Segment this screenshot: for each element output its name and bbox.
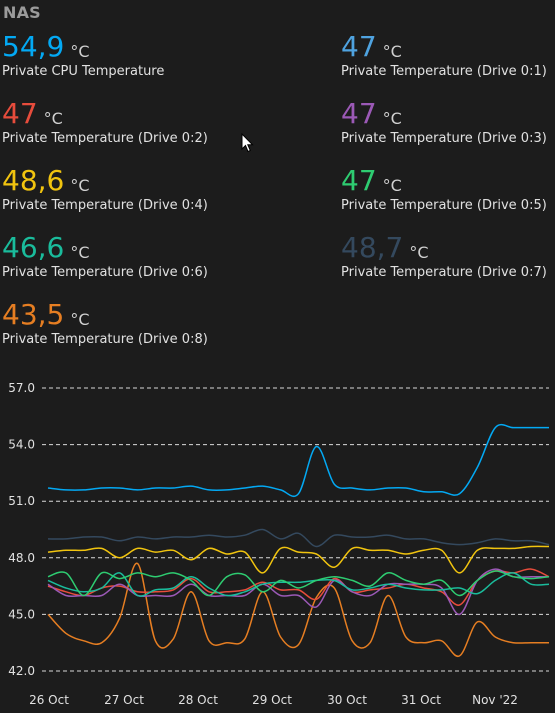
card-title: NAS: [3, 3, 41, 22]
sensor-value-line: 43,5 °C: [2, 296, 262, 330]
y-tick-label: 57.0: [8, 381, 35, 395]
sensor-value-line: 47 °C: [341, 95, 555, 129]
sensor-value: 48,7: [341, 231, 404, 264]
sensor-name: Private Temperature (Drive 0:5): [341, 198, 547, 213]
sensor-entity[interactable]: 43,5 °C Private Temperature (Drive 0:8): [2, 296, 262, 348]
sensor-entity[interactable]: 47 °C Private Temperature (Drive 0:2): [2, 95, 262, 147]
series-line[interactable]: [47, 562, 549, 658]
x-tick-label: 28 Oct: [178, 693, 218, 707]
sensor-value: 47: [341, 30, 377, 63]
series-line[interactable]: [47, 528, 550, 548]
sensor-name: Private Temperature (Drive 0:4): [2, 198, 208, 213]
sensor-entity[interactable]: 47 °C Private Temperature (Drive 0:1): [341, 28, 555, 80]
y-tick-label: 45.0: [8, 607, 35, 621]
sensor-unit: °C: [382, 109, 402, 128]
x-tick-label: Nov '22: [472, 693, 518, 707]
sensor-value-line: 46,6 °C: [2, 229, 262, 263]
sensor-value-line: 48,6 °C: [2, 162, 262, 196]
series-line[interactable]: [47, 572, 550, 597]
x-tick-label: 31 Oct: [401, 693, 441, 707]
sensor-value-line: 47 °C: [341, 28, 555, 62]
sensor-value-line: 54,9 °C: [2, 28, 262, 62]
sensor-unit: °C: [70, 310, 90, 329]
x-tick-label: 29 Oct: [252, 693, 292, 707]
series-line[interactable]: [47, 423, 549, 498]
x-tick-label: 27 Oct: [104, 693, 144, 707]
sensor-unit: °C: [382, 176, 402, 195]
sensor-unit: °C: [43, 109, 63, 128]
sensor-entity[interactable]: 48,6 °C Private Temperature (Drive 0:4): [2, 162, 262, 214]
sensor-name: Private CPU Temperature: [2, 64, 165, 79]
sensor-value: 47: [341, 164, 377, 197]
sensor-value: 47: [2, 97, 38, 130]
y-tick-label: 42.0: [8, 664, 35, 678]
sensor-unit: °C: [382, 42, 402, 61]
y-tick-label: 54.0: [8, 438, 35, 452]
sensor-name: Private Temperature (Drive 0:8): [2, 332, 208, 347]
temperature-history-chart[interactable]: 57.0 54.0 51.0 48.0 45.0 42.0 26 Oct 27 Oct 28 O…: [0, 372, 555, 713]
sensor-entity[interactable]: 47 °C Private Temperature (Drive 0:5): [341, 162, 555, 214]
sensor-value-line: 48,7 °C: [341, 229, 555, 263]
mouse-pointer-icon: [241, 133, 254, 153]
sensor-unit: °C: [70, 176, 90, 195]
sensor-value: 48,6: [2, 164, 65, 197]
sensor-entity[interactable]: 46,6 °C Private Temperature (Drive 0:6): [2, 229, 262, 281]
sensor-value: 47: [341, 97, 377, 130]
sensor-name: Private Temperature (Drive 0:1): [341, 64, 547, 79]
sensor-value-line: 47 °C: [341, 162, 555, 196]
sensor-value: 43,5: [2, 298, 65, 331]
y-tick-label: 48.0: [8, 551, 35, 565]
sensor-unit: °C: [70, 42, 90, 61]
sensor-entity[interactable]: 47 °C Private Temperature (Drive 0:3): [341, 95, 555, 147]
sensor-value-line: 47 °C: [2, 95, 262, 129]
series-line[interactable]: [47, 545, 550, 574]
sensor-name: Private Temperature (Drive 0:3): [341, 131, 547, 146]
series-line[interactable]: [47, 570, 550, 597]
sensor-unit: °C: [409, 243, 429, 262]
x-tick-label: 26 Oct: [29, 693, 69, 707]
sensor-value: 46,6: [2, 231, 65, 264]
y-tick-label: 51.0: [8, 494, 35, 508]
x-tick-label: 30 Oct: [327, 693, 367, 707]
sensor-value: 54,9: [2, 30, 65, 63]
sensor-entity[interactable]: 48,7 °C Private Temperature (Drive 0:7): [341, 229, 555, 281]
sensor-name: Private Temperature (Drive 0:2): [2, 131, 208, 146]
sensor-unit: °C: [70, 243, 90, 262]
sensor-name: Private Temperature (Drive 0:6): [2, 265, 208, 280]
series-line[interactable]: [47, 568, 549, 616]
sensor-entity[interactable]: 54,9 °C Private CPU Temperature: [2, 28, 262, 80]
sensor-name: Private Temperature (Drive 0:7): [341, 265, 547, 280]
